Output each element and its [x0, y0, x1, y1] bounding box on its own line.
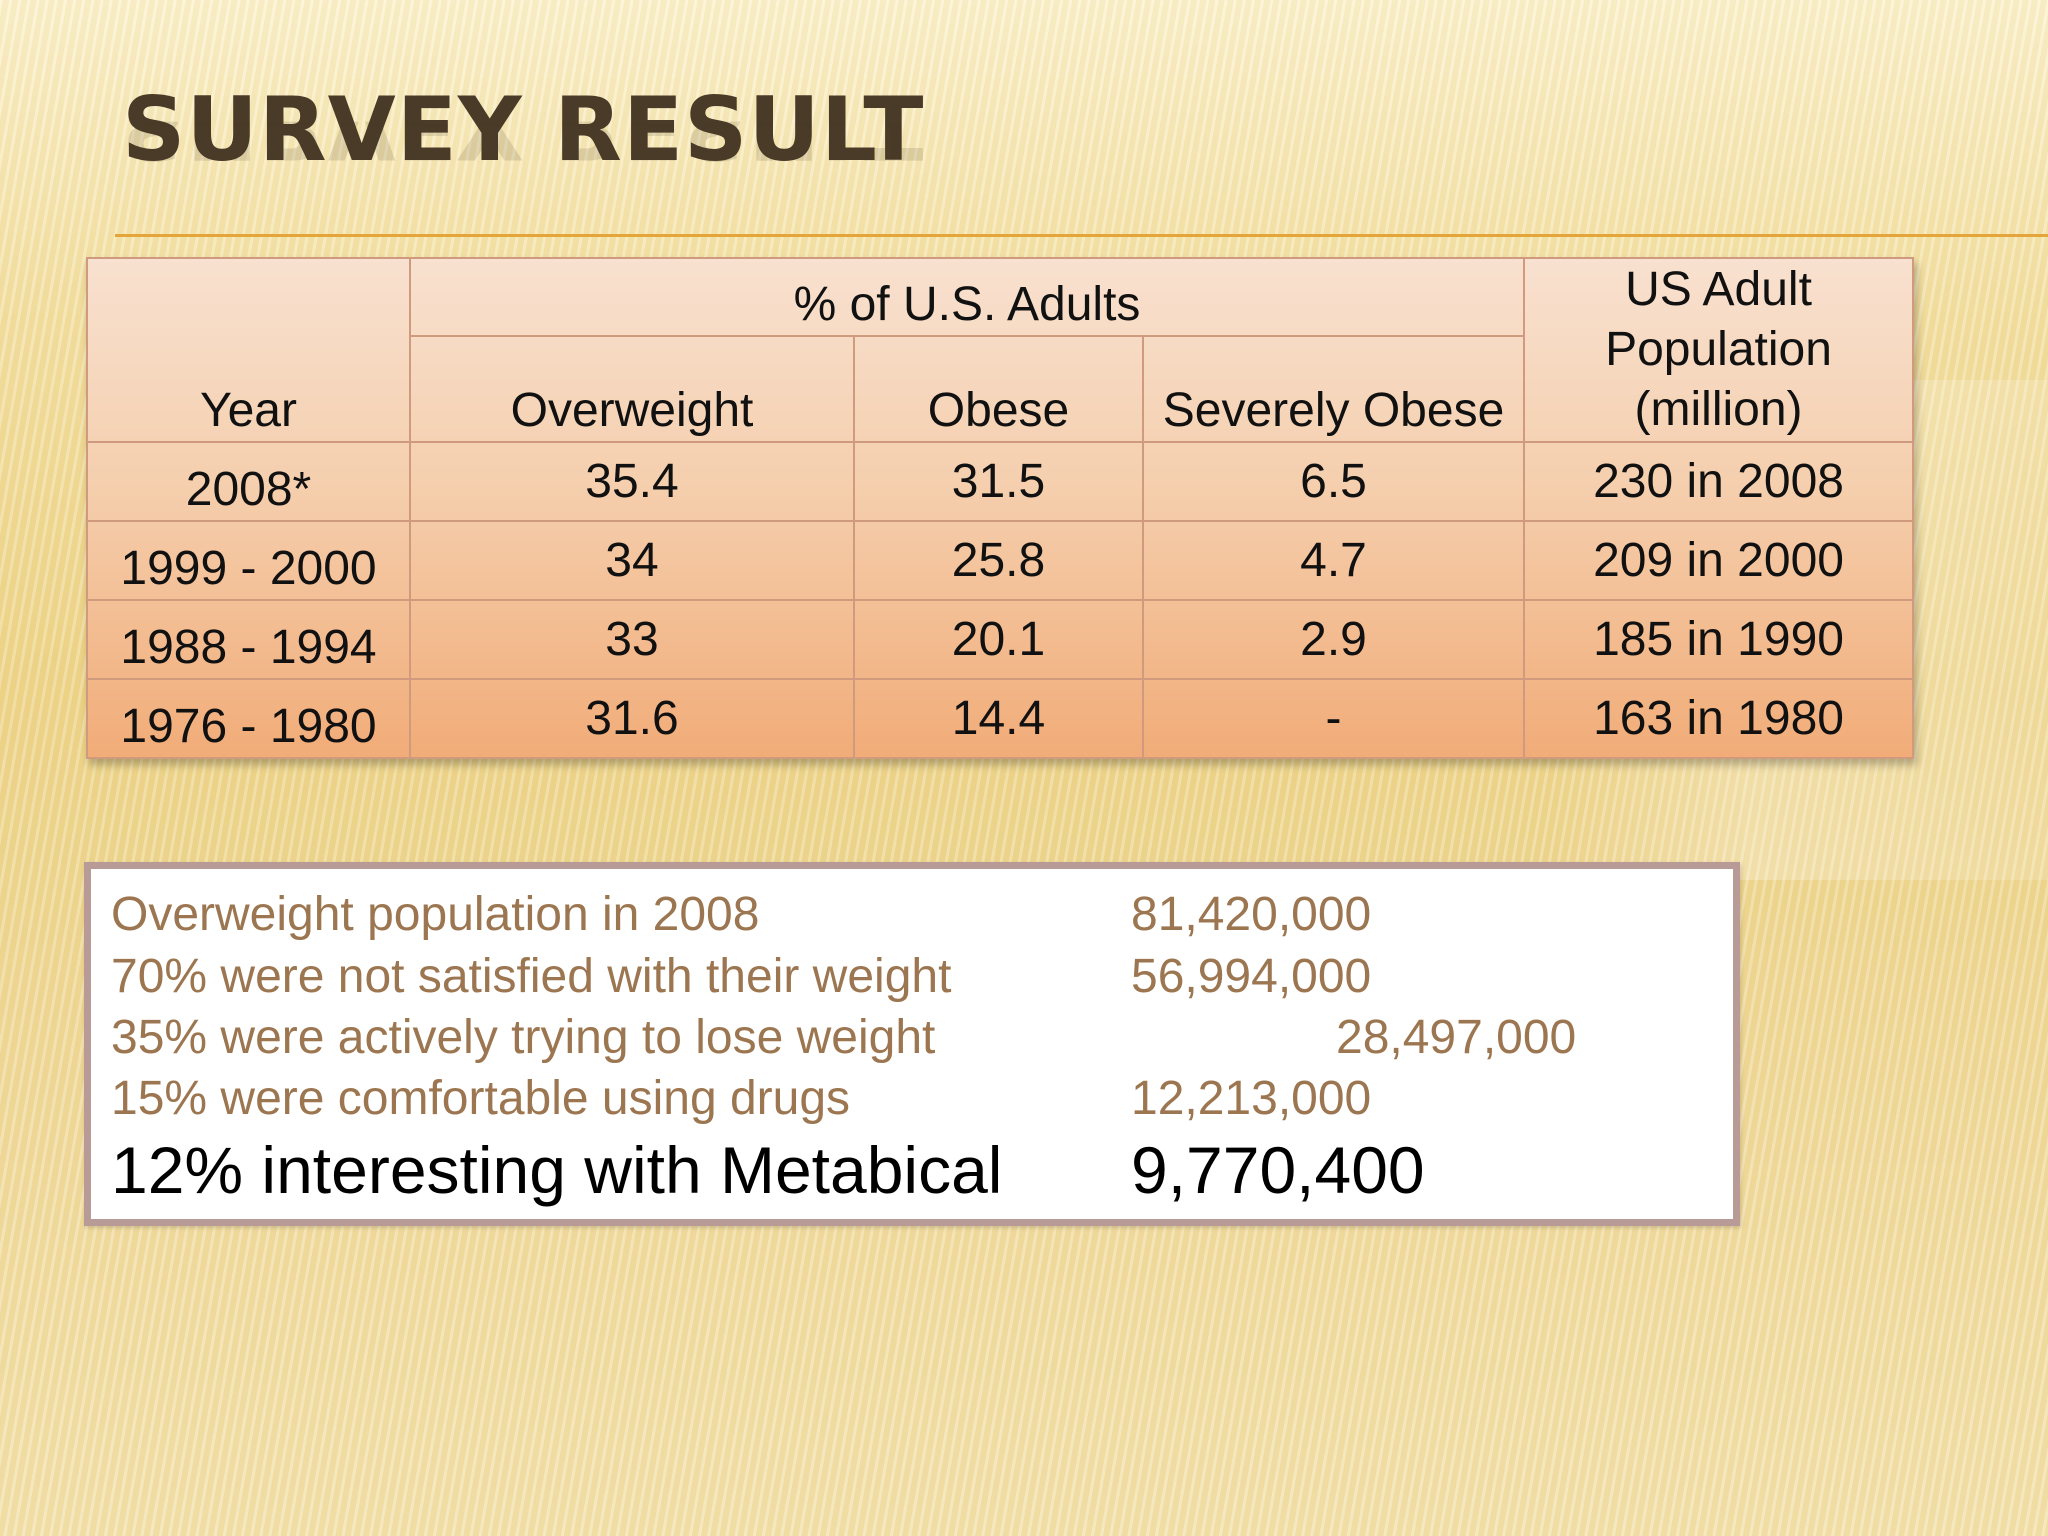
- cell-population: 230 in 2008: [1523, 441, 1915, 522]
- summary-value-not-satisfied: 56,994,000: [1131, 950, 1372, 1003]
- cell-severely-obese: 4.7: [1141, 520, 1526, 601]
- slide-title: SURVEY RESULT: [122, 78, 925, 181]
- cell-year: 1988 - 1994: [86, 599, 411, 680]
- cell-year: 1999 - 2000: [86, 520, 411, 601]
- summary-value-metabical-interest: 9,770,400: [1131, 1133, 1425, 1207]
- summary-value-comfortable-drugs: 12,213,000: [1131, 1072, 1372, 1125]
- market-size-summary: Overweight population in 2008 81,420,000…: [84, 862, 1740, 1226]
- cell-population: 185 in 1990: [1523, 599, 1915, 680]
- cell-overweight: 34: [409, 520, 855, 601]
- cell-overweight: 33: [409, 599, 855, 680]
- table-row: 1976 - 1980 31.6 14.4 - 163 in 1980: [86, 678, 1915, 759]
- summary-label-not-satisfied: 70% were not satisfied with their weight: [111, 950, 952, 1003]
- cell-overweight: 35.4: [409, 441, 855, 522]
- cell-obese: 20.1: [853, 599, 1144, 680]
- cell-overweight: 31.6: [409, 678, 855, 759]
- obesity-survey-table: Year % of U.S. Adults US Adult Populatio…: [86, 257, 1915, 759]
- table-header-row: Year % of U.S. Adults US Adult Populatio…: [86, 257, 1915, 443]
- table-row: 1999 - 2000 34 25.8 4.7 209 in 2000: [86, 520, 1915, 601]
- cell-obese: 25.8: [853, 520, 1144, 601]
- title-divider: [115, 234, 2048, 237]
- cell-severely-obese: 2.9: [1141, 599, 1526, 680]
- cell-obese: 31.5: [853, 441, 1144, 522]
- summary-label-trying-to-lose: 35% were actively trying to lose weight: [111, 1011, 936, 1064]
- summary-label-metabical-interest: 12% interesting with Metabical: [111, 1133, 1003, 1207]
- cell-obese: 14.4: [853, 678, 1144, 759]
- table-row: 1988 - 1994 33 20.1 2.9 185 in 1990: [86, 599, 1915, 680]
- summary-value-overweight-population: 81,420,000: [1131, 888, 1372, 941]
- summary-label-overweight-population: Overweight population in 2008: [111, 888, 760, 941]
- header-population: US Adult Population (million): [1523, 257, 1915, 443]
- header-obese: Obese: [853, 335, 1144, 443]
- header-severely-obese: Severely Obese: [1141, 335, 1526, 443]
- cell-severely-obese: -: [1141, 678, 1526, 759]
- table-row: 2008* 35.4 31.5 6.5 230 in 2008: [86, 441, 1915, 522]
- cell-year: 2008*: [86, 441, 411, 522]
- summary-value-trying-to-lose: 28,497,000: [1336, 1011, 1577, 1064]
- cell-population: 163 in 1980: [1523, 678, 1915, 759]
- summary-label-comfortable-drugs: 15% were comfortable using drugs: [111, 1072, 851, 1125]
- table-subheader-row: Overweight Obese Severely Obese: [87, 335, 1913, 443]
- cell-severely-obese: 6.5: [1141, 441, 1526, 522]
- header-year: Year: [86, 257, 411, 443]
- cell-population: 209 in 2000: [1523, 520, 1915, 601]
- header-percent-group: % of U.S. Adults: [408, 257, 1526, 337]
- header-overweight: Overweight: [409, 335, 855, 443]
- cell-year: 1976 - 1980: [86, 678, 411, 759]
